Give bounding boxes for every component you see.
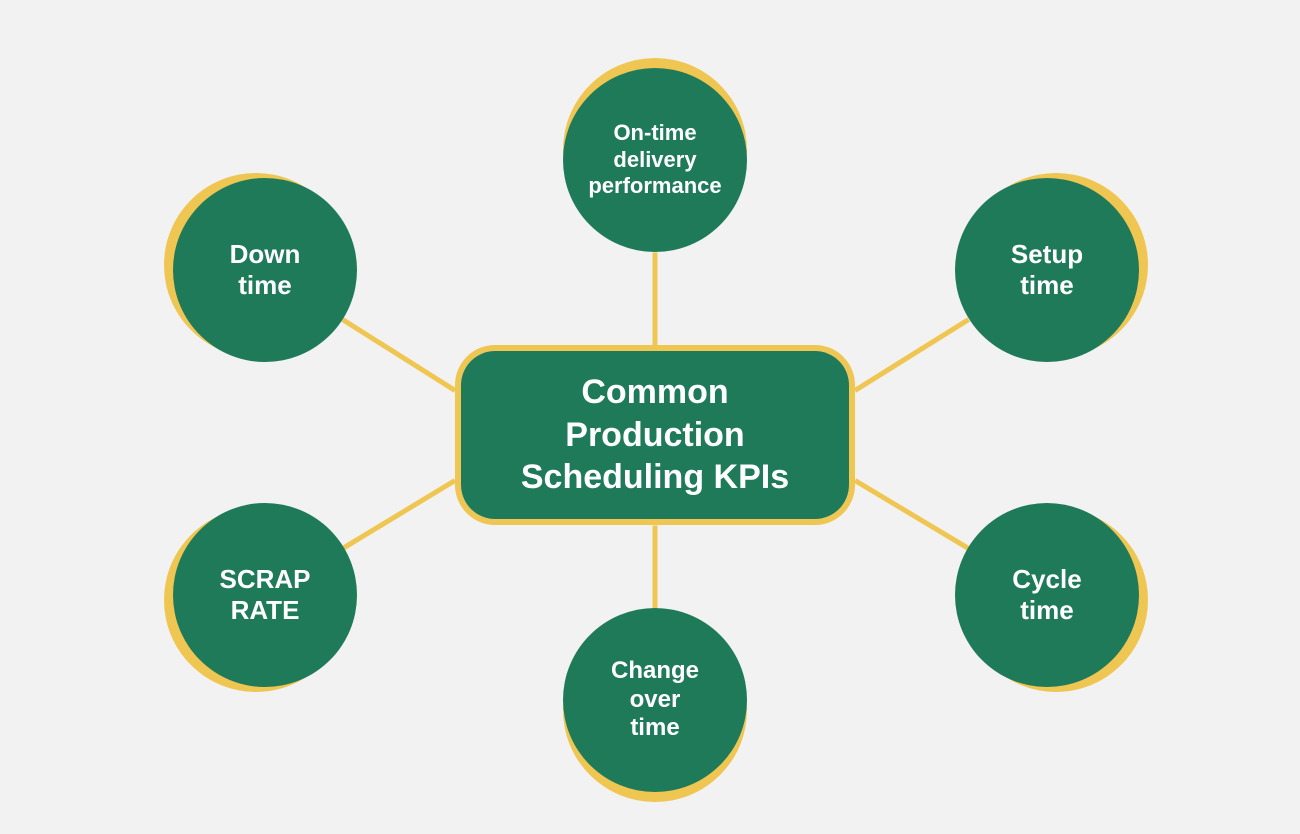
- kpi-node-change-over: Change over time: [563, 608, 747, 792]
- kpi-node-label: On-time delivery performance: [582, 120, 727, 199]
- kpi-node-on-time: On-time delivery performance: [563, 68, 747, 252]
- kpi-node-cycle-time: Cycle time: [955, 503, 1139, 687]
- connector-setup-time: [854, 317, 971, 392]
- kpi-node-label: Cycle time: [1006, 564, 1087, 626]
- kpi-node-label: Setup time: [1005, 239, 1089, 301]
- diagram-canvas: Common Production Scheduling KPIs On-tim…: [0, 0, 1300, 834]
- center-node: Common Production Scheduling KPIs: [455, 345, 855, 525]
- center-node-label: Common Production Scheduling KPIs: [521, 371, 789, 499]
- kpi-node-label: SCRAP RATE: [213, 564, 316, 626]
- connector-cycle-time: [854, 478, 970, 550]
- kpi-node-label: Change over time: [605, 657, 705, 743]
- kpi-node-scrap-rate: SCRAP RATE: [173, 503, 357, 687]
- connector-change-over: [653, 525, 658, 608]
- connector-down-time: [341, 317, 456, 392]
- kpi-node-label: Down time: [224, 239, 307, 301]
- kpi-node-down-time: Down time: [173, 178, 357, 362]
- connector-on-time: [653, 252, 658, 345]
- kpi-node-setup-time: Setup time: [955, 178, 1139, 362]
- connector-scrap-rate: [342, 478, 456, 550]
